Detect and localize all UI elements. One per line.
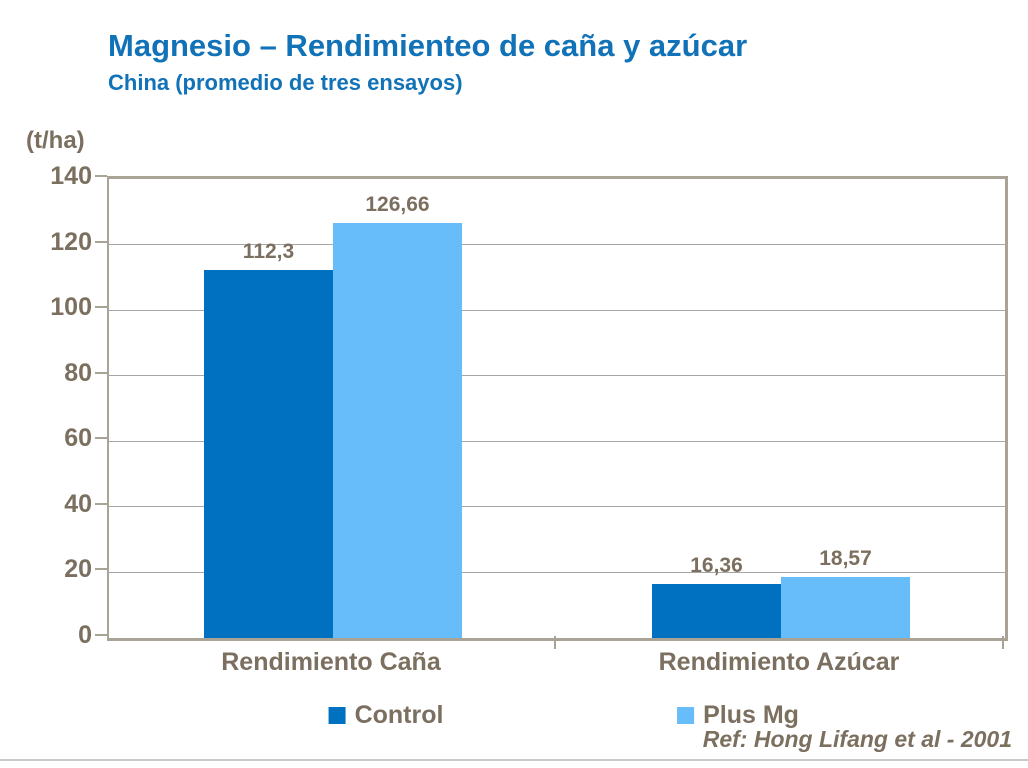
bar-control [652, 584, 781, 638]
bar-plus-mg [781, 577, 910, 638]
y-axis-tick [95, 240, 107, 243]
y-axis-tick [95, 568, 107, 571]
bar-value-label: 126,66 [365, 192, 430, 216]
page-title: Magnesio – Rendimienteo de caña y azúcar [108, 28, 748, 63]
y-tick-label: 0 [78, 621, 92, 649]
legend-item: Control [328, 701, 444, 730]
legend-label: Plus Mg [703, 701, 799, 729]
y-tick-label: 100 [50, 293, 92, 322]
y-tick-label: 60 [64, 424, 92, 453]
x-axis-tick [1002, 636, 1004, 649]
bar-value-label: 112,3 [242, 239, 295, 263]
gridline [109, 244, 1005, 246]
x-axis-tick [554, 636, 556, 649]
legend-label: Control [354, 701, 444, 729]
bottom-divider [0, 759, 1028, 761]
y-tick-label: 120 [50, 227, 92, 256]
y-axis-tick [95, 437, 107, 440]
y-tick-label: 140 [50, 162, 92, 190]
y-axis-tick [95, 634, 107, 636]
legend-item: Plus Mg [677, 701, 799, 730]
category-label: Rendimiento Caña [221, 648, 441, 676]
bar-value-label: 18,57 [819, 547, 872, 571]
reference-text: Ref: Hong Lifang et al - 2001 [702, 726, 1012, 752]
y-tick-label: 20 [64, 555, 92, 584]
y-axis-tick [95, 371, 107, 374]
page-subtitle: China (promedio de tres ensayos) [108, 70, 463, 95]
category-label: Rendimiento Azúcar [658, 648, 900, 676]
bar-plus-mg [333, 222, 462, 638]
gridline [109, 440, 1005, 442]
gridline [109, 571, 1005, 573]
gridline [109, 375, 1005, 377]
y-axis-tick [95, 306, 107, 309]
bar-control [204, 269, 333, 638]
bar-value-label: 16,36 [690, 554, 743, 578]
y-tick-label: 80 [64, 358, 92, 387]
y-axis-unit-label: (t/ha) [26, 127, 85, 154]
y-axis-tick [95, 175, 107, 177]
plot-area: 112,3 126,66 16,36 18,57 [107, 176, 1008, 641]
gridline [109, 309, 1005, 311]
gridline [109, 506, 1005, 508]
legend-swatch [328, 707, 346, 724]
y-tick-label: 40 [64, 489, 92, 518]
legend-swatch [677, 707, 695, 724]
y-axis-tick [95, 502, 107, 505]
